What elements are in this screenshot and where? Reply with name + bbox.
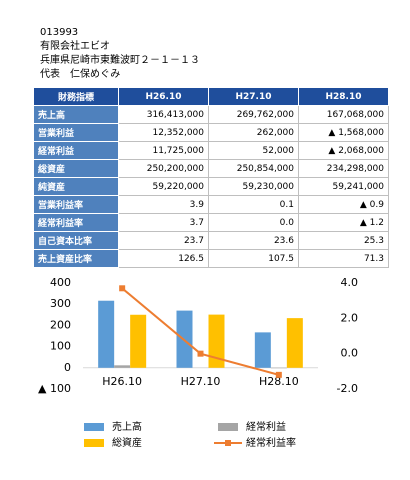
cell: H28.10: [298, 87, 389, 106]
cell: 59,241,000: [298, 177, 389, 196]
cell: 167,068,000: [298, 105, 389, 124]
table-row: 財務指標 H26.10 H27.10 H28.10: [33, 87, 389, 106]
cell: 3.7: [118, 213, 209, 232]
y-tick-label: 100: [50, 340, 71, 353]
bar: [286, 318, 303, 368]
x-tick-label: H27.10: [181, 375, 221, 388]
y-tick-label: 400: [50, 276, 71, 289]
bar: [98, 300, 115, 368]
bar: [208, 314, 225, 368]
y2-tick-label: -2.0: [337, 382, 358, 395]
table-row: 営業利益率 3.9 0.1 ▲ 0.9: [33, 195, 389, 214]
legend-swatch: [84, 439, 104, 447]
y2-tick-label: 2.0: [341, 311, 359, 324]
cell: 250,200,000: [118, 159, 209, 178]
row-label: 経常利益: [33, 141, 119, 160]
row-label: 営業利益: [33, 123, 119, 142]
legend-label: 経常利益: [246, 420, 286, 433]
row-label: 経常利益率: [33, 213, 119, 232]
company: 有限会社エビオ: [40, 41, 110, 52]
row-label: 自己資本比率: [33, 231, 119, 250]
cell: 250,854,000: [208, 159, 299, 178]
marker: [197, 350, 204, 357]
y-tick-label: 200: [50, 318, 71, 331]
cell: 23.6: [208, 231, 299, 250]
row-label: 売上高: [33, 105, 119, 124]
table-row: 経常利益率 3.7 0.0 ▲ 1.2: [33, 213, 389, 232]
row-label: 財務指標: [33, 87, 119, 106]
row-label: 売上資産比率: [33, 249, 119, 268]
cell: 11,725,000: [118, 141, 209, 160]
cell: H27.10: [208, 87, 299, 106]
address: 兵庫県尼崎市東難波町２－１－１３: [40, 55, 200, 66]
cell: 269,762,000: [208, 105, 299, 124]
cell: ▲ 2,068,000: [298, 141, 389, 160]
x-tick-label: H28.10: [259, 375, 299, 388]
y2-tick-label: 0.0: [341, 347, 359, 360]
y2-tick-label: 4.0: [341, 276, 359, 289]
row-label: 総資産: [33, 159, 119, 178]
cell: 52,000: [208, 141, 299, 160]
table-row: 経常利益 11,725,000 52,000 ▲ 2,068,000: [33, 141, 389, 160]
table-row: 自己資本比率 23.7 23.6 25.3: [33, 231, 389, 250]
table-row: 売上高 316,413,000 269,762,000 167,068,000: [33, 105, 389, 124]
cell: 71.3: [298, 249, 389, 268]
cell: 316,413,000: [118, 105, 209, 124]
marker: [275, 371, 282, 378]
y-tick-label: 300: [50, 297, 71, 310]
marker: [119, 285, 126, 292]
table-row: 売上資産比率 126.5 107.5 71.3: [33, 249, 389, 268]
cell: 107.5: [208, 249, 299, 268]
row-label: 営業利益率: [33, 195, 119, 214]
cell: 23.7: [118, 231, 209, 250]
legend-label: 売上高: [112, 420, 142, 433]
cell: ▲ 1,568,000: [298, 123, 389, 142]
legend-label: 総資産: [112, 436, 142, 449]
table-row: 純資産 59,220,000 59,230,000 59,241,000: [33, 177, 389, 196]
representative: 代表 仁保めぐみ: [40, 69, 121, 80]
bar: [254, 332, 271, 368]
cell: H26.10: [118, 87, 209, 106]
cell: ▲ 0.9: [298, 195, 389, 214]
table-row: 営業利益 12,352,000 262,000 ▲ 1,568,000: [33, 123, 389, 142]
cell: 0.0: [208, 213, 299, 232]
header: 013993 有限会社エビオ 兵庫県尼崎市東難波町２－１－１３ 代表 仁保めぐみ: [40, 26, 200, 82]
legend-swatch: [218, 423, 238, 431]
cell: ▲ 1.2: [298, 213, 389, 232]
table-row: 総資産 250,200,000 250,854,000 234,298,000: [33, 159, 389, 178]
cell: 59,230,000: [208, 177, 299, 196]
y-tick-label: 0: [64, 361, 71, 374]
cell: 25.3: [298, 231, 389, 250]
cell: 0.1: [208, 195, 299, 214]
y-tick-label: ▲ 100: [38, 382, 71, 395]
cell: 234,298,000: [298, 159, 389, 178]
cell: 3.9: [118, 195, 209, 214]
bar: [114, 365, 131, 368]
finance-table: 財務指標 H26.10 H27.10 H28.10 売上高 316,413,000 269,…: [33, 87, 389, 268]
chart: 400 300 200 100 0 ▲ 100 4.0 2.0 0.0 -2.0 H26.10 H27…: [38, 276, 359, 449]
legend-swatch: [84, 423, 104, 431]
cell: 262,000: [208, 123, 299, 142]
legend-marker: [225, 440, 231, 446]
bar: [130, 314, 147, 368]
legend-label: 経常利益率: [246, 436, 296, 449]
cell: 126.5: [118, 249, 209, 268]
code: 013993: [40, 27, 79, 38]
x-tick-label: H26.10: [102, 375, 142, 388]
cell: 59,220,000: [118, 177, 209, 196]
cell: 12,352,000: [118, 123, 209, 142]
row-label: 純資産: [33, 177, 119, 196]
